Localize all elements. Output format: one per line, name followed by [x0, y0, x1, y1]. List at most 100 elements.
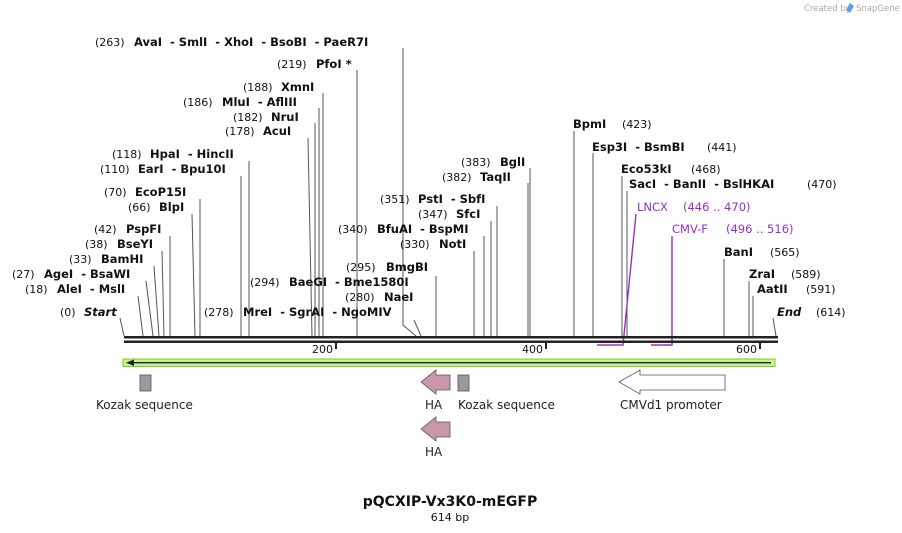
primer-cmvf-mark: [651, 236, 673, 346]
site-names: NaeI: [384, 290, 413, 304]
site-pos: (219): [277, 58, 307, 71]
tick-label: 600: [736, 343, 757, 356]
site-names: BglI: [500, 155, 525, 169]
site-names: BfuAI - BspMI: [377, 222, 468, 236]
site-pos: (340): [338, 223, 368, 236]
primer-range: (446 .. 470): [683, 200, 751, 214]
site-names: Start: [84, 305, 117, 319]
credit-prefix: Created by: [804, 4, 851, 14]
primer-lncx-mark: [597, 213, 637, 346]
site-pos: (441): [707, 141, 737, 154]
site-pos: (263): [95, 36, 125, 49]
site-names: EarI - Bpu10I: [138, 162, 226, 176]
site-names: BaeGI - Bme1580I: [289, 275, 409, 289]
site-pos: (0): [60, 306, 76, 319]
site-positions: (263) (219) (188) (186) (182) (178) (118…: [12, 36, 846, 319]
site-names: Esp3I - BsmBI: [592, 140, 685, 154]
site-names: NotI: [439, 237, 466, 251]
site-names: MluI - AflIII: [222, 95, 297, 109]
site-pos: (470): [807, 178, 837, 191]
site-names: PfoI *: [316, 57, 352, 71]
line-66: [191, 213, 196, 337]
line-38: [161, 250, 165, 337]
snapgene-credit: Created by SnapGene: [804, 3, 900, 14]
site-names: PstI - SbfI: [418, 192, 485, 206]
site-names: BpmI: [573, 117, 606, 131]
credit-app: SnapGene: [856, 4, 900, 14]
map-title: pQCXIP-Vx3K0-mEGFP: [363, 494, 537, 510]
site-names: SfcI: [456, 207, 480, 221]
line-263: [402, 48, 417, 337]
line-33: [153, 265, 160, 337]
site-pos: (18): [25, 283, 48, 296]
site-pos: (38): [85, 238, 108, 251]
site-pos: (110): [100, 163, 130, 176]
site-pos: (182): [233, 111, 263, 124]
site-pos: (614): [816, 306, 846, 319]
site-pos: (66): [128, 201, 151, 214]
site-names: BlpI: [159, 200, 184, 214]
feature-cmvd1: [618, 369, 726, 395]
site-names: BseYI: [117, 237, 153, 251]
site-pos: (423): [622, 118, 652, 131]
line-27: [145, 280, 154, 337]
line-178: [307, 137, 313, 337]
site-names: HpaI - HincII: [150, 147, 234, 161]
site-names: AatII: [757, 282, 788, 296]
orf-arrow: [122, 358, 776, 367]
primer-name: LNCX: [637, 200, 668, 214]
site-pos: (178): [225, 125, 255, 138]
site-names: BmgBI: [386, 260, 428, 274]
snapgene-logo-icon: [846, 3, 854, 13]
site-pos: (351): [380, 193, 410, 206]
line-614: [772, 317, 777, 337]
feature-ha-1: [420, 369, 451, 395]
site-names: AvaI - SmlI - XhoI - BsoBI - PaeR7I PfoI…: [44, 35, 802, 319]
site-names: AvaI - SmlI - XhoI - BsoBI - PaeR7I: [134, 35, 368, 49]
site-pos: (27): [12, 268, 35, 281]
feature-kozak-2: [457, 374, 470, 392]
site-pos: (70): [104, 186, 127, 199]
site-names: BamHI: [101, 252, 143, 266]
map-length: 614 bp: [431, 511, 469, 524]
site-names: TaqII: [480, 170, 511, 184]
feature-label: CMVd1 promoter: [620, 398, 722, 412]
feature-label: Kozak sequence: [96, 398, 193, 412]
site-pos: (295): [346, 261, 376, 274]
site-names: Eco53kI: [621, 162, 672, 176]
site-names: AgeI - BsaWI: [44, 267, 130, 281]
site-pos: (591): [806, 283, 836, 296]
primer-name: CMV-F: [672, 222, 708, 236]
features: Kozak sequence HA Kozak sequence CMVd1 p…: [96, 369, 726, 459]
line-280: [413, 319, 422, 337]
feature-label: HA: [425, 445, 443, 459]
site-names: End: [777, 305, 802, 319]
site-names: ZraI: [749, 267, 775, 281]
line-0: [119, 317, 125, 337]
site-pos: (42): [94, 223, 117, 236]
tick-label: 200: [312, 343, 333, 356]
tick-label: 400: [522, 343, 543, 356]
line-18: [137, 295, 144, 337]
site-names: AcuI: [263, 124, 291, 138]
site-names: SacI - BanII - BslHKAI: [629, 177, 774, 191]
site-pos: (33): [69, 253, 92, 266]
site-names: AleI - MslI: [57, 282, 125, 296]
site-pos: (186): [183, 96, 213, 109]
sequence-backbone: 200 400 600: [124, 336, 778, 356]
site-names: XmnI: [281, 80, 314, 94]
site-pos: (118): [112, 148, 142, 161]
feature-label: Kozak sequence: [458, 398, 555, 412]
site-names: BanI: [724, 245, 753, 259]
site-pos: (589): [791, 268, 821, 281]
feature-kozak-1: [139, 374, 152, 392]
site-pos: (188): [243, 81, 273, 94]
feature-label: HA: [425, 398, 443, 412]
site-pos: (294): [250, 276, 280, 289]
site-names: EcoP15I: [135, 185, 186, 199]
site-pos: (383): [461, 156, 491, 169]
site-pos: (382): [442, 171, 472, 184]
site-pos: (468): [691, 163, 721, 176]
